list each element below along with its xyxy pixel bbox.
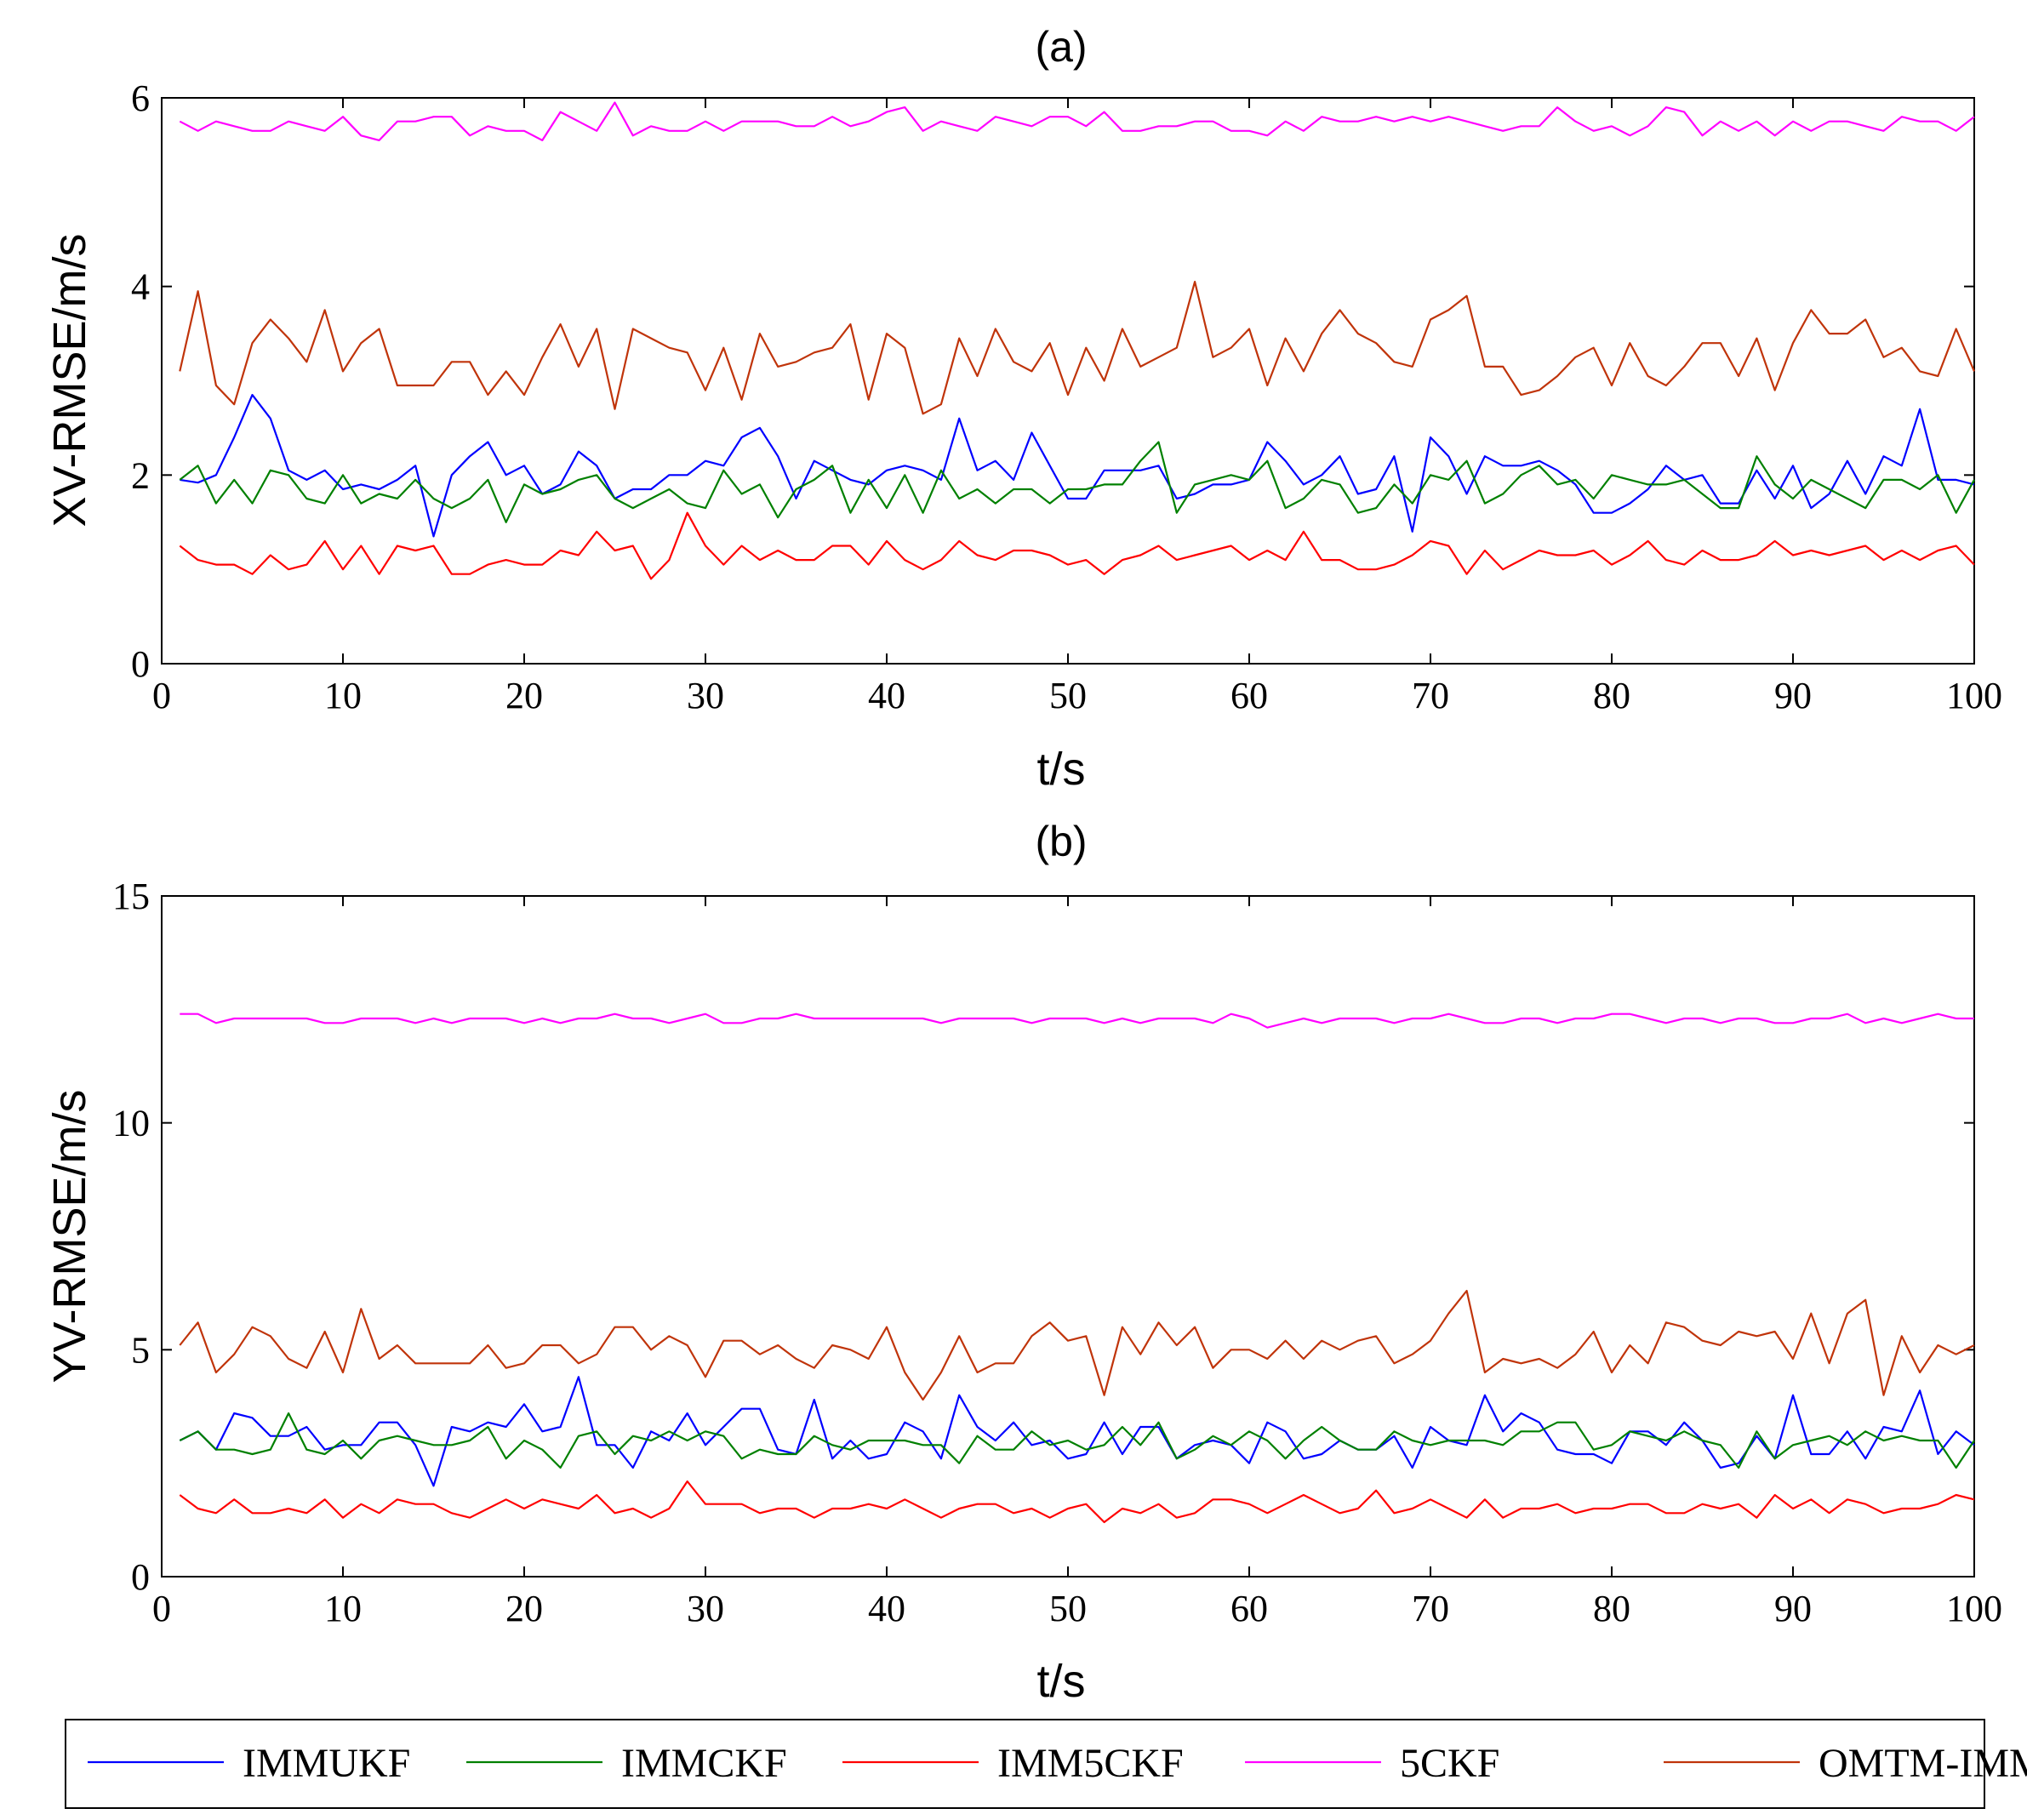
series-line-omtm-imm-b [179,1289,1975,1401]
series-group-b [179,1013,1975,1524]
x-tick-label-b: 60 [1230,1588,1268,1629]
legend-label-immukf: IMMUKF [243,1741,410,1786]
x-tick-label-a: 80 [1593,675,1630,716]
x-tick-label-a: 10 [324,675,362,716]
series-line-immukf-b [179,1376,1975,1487]
y-tick-label-a: 0 [131,643,150,685]
x-tick-label-b: 80 [1593,1588,1630,1629]
x-tick-label-b: 40 [868,1588,905,1629]
x-tick-label-a: 50 [1049,675,1087,716]
x-tick-label-b: 10 [324,1588,362,1629]
y-tick-label-a: 2 [131,454,150,496]
x-axis-label-b: t/s [1036,1656,1085,1707]
series-line-immckf-a [179,441,1975,523]
x-tick-label-a: 30 [687,675,724,716]
series-line-omtm-imm-a [179,281,1976,415]
chart-title-a: (a) [1035,23,1087,71]
series-line-imm5ckf-a [179,511,1975,580]
y-tick-label-a: 6 [131,77,150,119]
legend-label-immckf: IMMCKF [621,1741,787,1786]
plot-area-b [161,895,1975,1578]
series-line-immukf-a [180,394,1975,538]
x-tick-label-b: 90 [1774,1588,1812,1629]
y-tick-label-b: 10 [112,1103,150,1144]
legend-label-imm5ckf: IMM5CKF [997,1741,1184,1786]
series-line-immckf-b [179,1412,1975,1469]
x-tick-label-b: 70 [1412,1588,1449,1629]
x-tick-label-b: 30 [687,1588,724,1629]
legend: IMMUKF IMMCKF IMM5CKF 5CKF OMTM-IMM [65,1719,2027,1809]
tick-group-b: 0 10 20 30 40 50 60 70 80 90 100 0 5 10 15 [112,876,2002,1629]
x-tick-label-a: 90 [1774,675,1812,716]
y-tick-label-a: 4 [131,266,150,308]
tick-group-a: 0 10 20 30 40 50 60 70 80 90 100 0 2 4 6 [131,77,2002,716]
x-tick-label-b: 20 [505,1588,543,1629]
series-line-imm5ckf-b [179,1480,1975,1524]
series-line-5ckf-a [179,101,1975,141]
x-tick-label-a: 60 [1230,675,1268,716]
chart-title-b: (b) [1035,818,1087,865]
x-tick-label-a: 0 [152,675,171,716]
y-tick-label-b: 0 [131,1556,150,1598]
legend-label-omtm-imm: OMTM-IMM [1819,1741,2027,1786]
y-axis-label-a: XV-RMSE/m/s [44,233,95,527]
x-tick-label-a: 20 [505,675,543,716]
x-tick-label-a: 100 [1946,675,2002,716]
x-tick-label-b: 0 [152,1588,171,1629]
legend-label-5ckf: 5CKF [1400,1741,1499,1786]
x-tick-label-b: 50 [1049,1588,1087,1629]
y-tick-label-b: 5 [131,1329,150,1371]
series-group-a [179,101,1976,580]
subplot-a: (a) 0 10 20 30 40 50 60 70 80 90 100 0 2 4 6 t/s XV-RM… [44,23,2002,795]
series-line-5ckf-b [180,1013,1974,1029]
x-tick-label-b: 100 [1946,1588,2002,1629]
subplot-b: (b) 0 10 20 30 40 50 60 70 80 90 100 0 5 10 15 t/s YV-… [44,818,2002,1707]
x-tick-label-a: 70 [1412,675,1449,716]
x-tick-label-a: 40 [868,675,905,716]
plot-area-a [161,97,1975,665]
x-axis-label-a: t/s [1036,744,1085,795]
y-tick-label-b: 15 [112,876,150,917]
y-axis-label-b: YV-RMSE/m/s [44,1089,95,1383]
legend-box [65,1719,1985,1809]
